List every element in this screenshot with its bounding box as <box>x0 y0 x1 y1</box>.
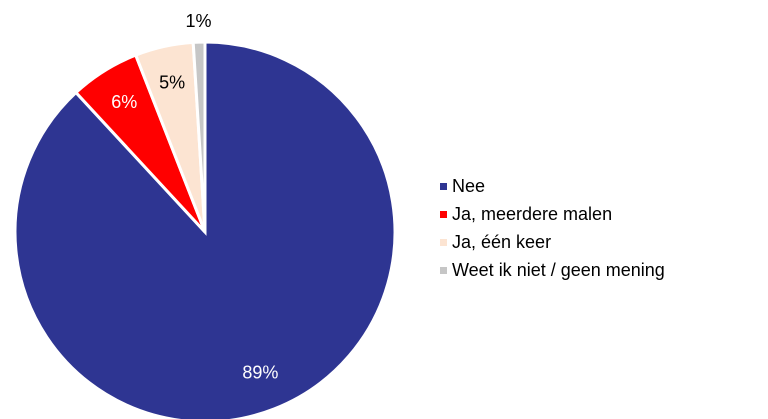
legend-label: Ja, meerdere malen <box>452 204 612 224</box>
pie-slice <box>191 40 207 233</box>
data-label: 89% <box>242 362 278 382</box>
data-label: 5% <box>159 72 185 92</box>
data-label: 1% <box>185 11 211 31</box>
legend-label: Weet ik niet / geen mening <box>452 260 665 280</box>
legend-swatch <box>440 239 447 246</box>
data-label: 6% <box>111 92 137 112</box>
legend-swatch <box>440 267 447 274</box>
legend-swatch <box>440 211 447 218</box>
legend-label: Nee <box>452 176 485 196</box>
legend-label: Ja, één keer <box>452 232 551 252</box>
legend-swatch <box>440 183 447 190</box>
